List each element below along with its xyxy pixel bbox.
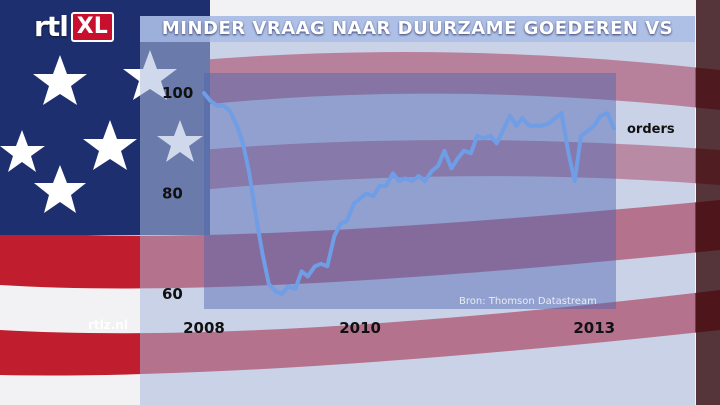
logo-badge: XL xyxy=(70,11,114,42)
y-tick-label: 100 xyxy=(162,84,193,102)
y-axis: 60 80 100 xyxy=(162,84,193,303)
logo: rtl XL xyxy=(34,10,114,43)
chart-title: MINDER VRAAG NAAR DUURZAME GOEDEREN VS xyxy=(161,18,674,39)
title-bar: MINDER VRAAG NAAR DUURZAME GOEDEREN VS xyxy=(140,16,695,42)
logo-text: rtl xyxy=(34,10,69,43)
overlay-panel xyxy=(140,42,695,405)
x-tick-label: 2013 xyxy=(573,319,615,337)
series-line-orders xyxy=(202,91,616,296)
x-axis: 2008 2010 2013 xyxy=(183,319,615,337)
y-tick-label: 80 xyxy=(162,185,183,203)
series-label-orders: orders xyxy=(627,122,675,137)
source-note: Bron: Thomson Datastream xyxy=(459,296,597,307)
site-label: rtlz.nl xyxy=(88,318,128,332)
plot-area xyxy=(204,73,616,309)
x-tick-label: 2008 xyxy=(183,319,225,337)
frame-edge xyxy=(696,0,720,405)
y-tick-label: 60 xyxy=(162,285,183,303)
x-tick-label: 2010 xyxy=(339,319,381,337)
